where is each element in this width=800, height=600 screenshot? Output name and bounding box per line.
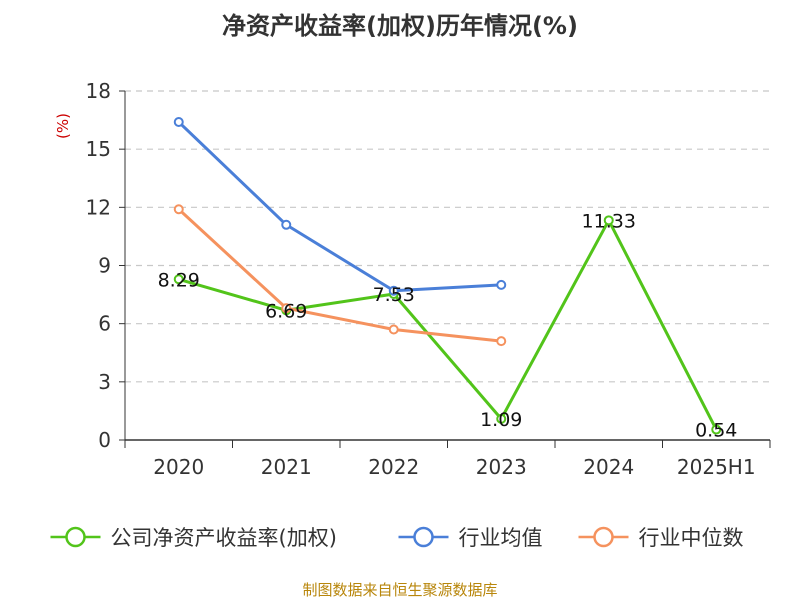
x-tick-label: 2024 <box>583 455 634 479</box>
data-label: 7.53 <box>373 284 415 306</box>
x-tick-label: 2025H1 <box>677 455 756 479</box>
legend: 公司净资产收益率(加权) 行业均值 行业中位数 <box>50 526 744 550</box>
x-tick-label: 2020 <box>153 455 204 479</box>
data-point <box>281 303 292 314</box>
series-layer: 8.29 6.69 7.53 1.09 11.33 0.54 <box>158 117 737 442</box>
x-tick-label: 2021 <box>261 455 312 479</box>
y-tick-label: 6 <box>98 312 111 336</box>
legend-label: 行业中位数 <box>639 526 744 550</box>
data-point <box>603 215 614 226</box>
data-point <box>496 279 507 290</box>
series-line <box>177 218 718 432</box>
series-line <box>177 207 503 343</box>
data-point <box>173 204 184 215</box>
x-tick-label: 2023 <box>476 455 527 479</box>
data-label: 8.29 <box>158 269 200 291</box>
legend-label: 公司净资产收益率(加权) <box>111 526 337 550</box>
legend-swatch-marker <box>65 526 86 548</box>
y-tick-label: 18 <box>86 79 111 103</box>
grid-lines <box>125 90 770 383</box>
data-point <box>281 219 292 230</box>
data-label: 6.69 <box>265 300 307 322</box>
legend-swatch-marker <box>593 526 614 548</box>
y-tick-label: 9 <box>98 254 111 278</box>
data-point <box>173 117 184 128</box>
series-line <box>177 120 503 293</box>
chart-title: 净资产收益率(加权)历年情况(%) <box>222 12 578 40</box>
data-label: 1.09 <box>480 409 522 431</box>
data-point <box>496 336 507 347</box>
data-label: 0.54 <box>695 420 737 442</box>
data-point <box>388 285 399 296</box>
data-point <box>496 413 507 424</box>
legend-swatch-marker <box>413 526 434 548</box>
axes: 0 3 6 9 12 15 18 2020 2021 2022 2023 2024 2025H1 <box>86 79 771 479</box>
data-point <box>711 424 722 435</box>
data-label: 11.33 <box>582 210 636 232</box>
y-axis-unit-label: (%) <box>54 113 72 139</box>
data-point <box>173 274 184 285</box>
legend-label: 行业均值 <box>459 526 543 550</box>
data-point <box>388 324 399 335</box>
y-tick-label: 3 <box>98 370 111 394</box>
y-tick-label: 0 <box>98 428 111 452</box>
source-note: 制图数据来自恒生聚源数据库 <box>302 581 497 599</box>
x-tick-label: 2022 <box>368 455 419 479</box>
y-tick-label: 15 <box>86 137 111 161</box>
y-tick-label: 12 <box>86 195 111 219</box>
